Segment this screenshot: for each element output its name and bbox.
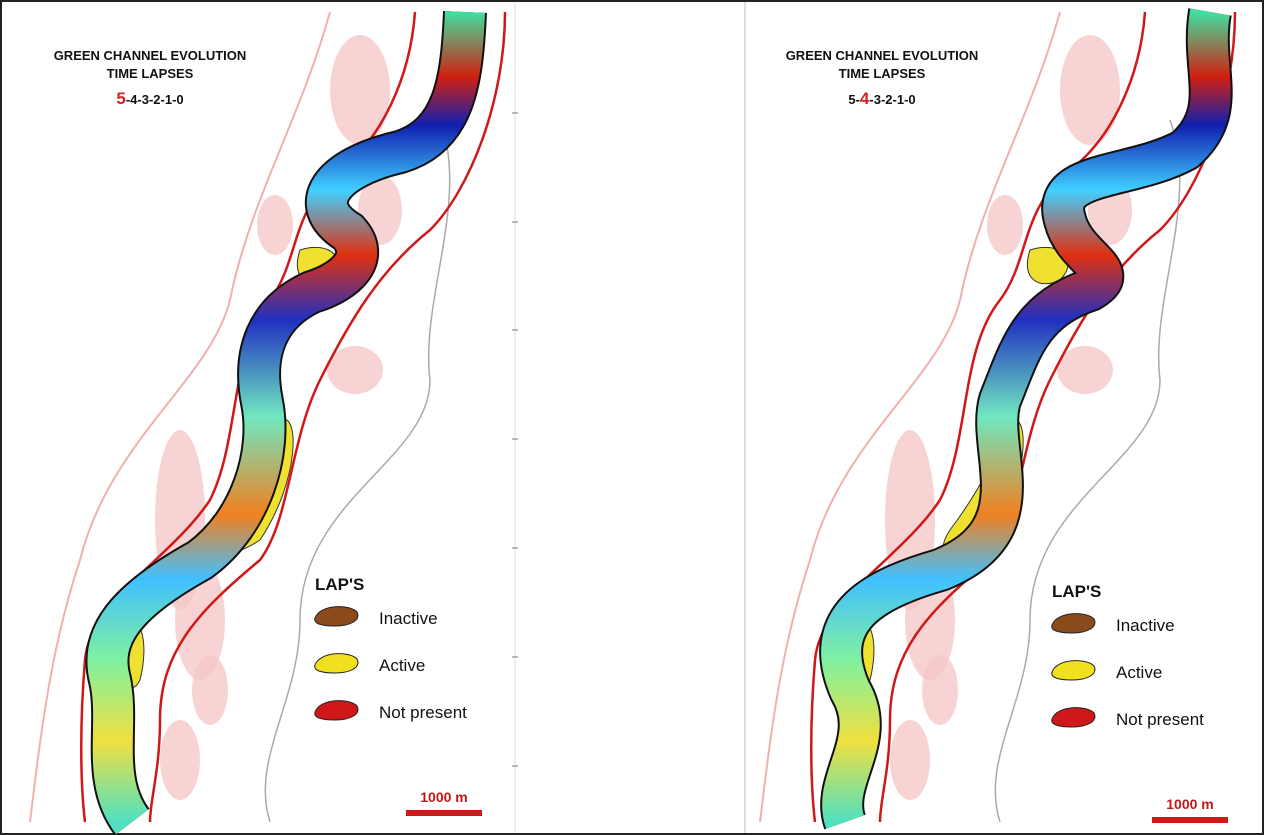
sequence-step: -4-3-2-1-0: [126, 92, 184, 107]
old-channel: [264, 119, 451, 823]
sequence: 5-4-3-2-1-0: [848, 89, 915, 108]
old-channel: [994, 119, 1181, 823]
scale-label: 1000 m: [420, 789, 467, 805]
legend-label: Not present: [1116, 710, 1204, 729]
bar-deposit: [257, 195, 293, 255]
channel: [87, 11, 485, 835]
sequence-step: 5-: [848, 92, 860, 107]
panel: GREEN CHANNEL EVOLUTION TIME LAPSES 5-4-3-…: [29, 11, 507, 835]
scale-bar: [406, 810, 482, 816]
legend-swatch: [1051, 660, 1096, 681]
belt-edge: [810, 11, 1147, 823]
legend-swatch: [1051, 707, 1096, 728]
legend-swatch: [314, 606, 359, 627]
sequence-step: 5: [116, 89, 125, 108]
panel: GREEN CHANNEL EVOLUTION TIME LAPSES 5-4-3-…: [759, 8, 1237, 830]
bar-deposit: [330, 35, 390, 145]
bar-deposit: [192, 655, 228, 725]
legend-swatch: [314, 653, 359, 674]
sequence-step: 4: [860, 89, 870, 108]
map: [759, 8, 1237, 830]
legend-label: Active: [379, 656, 425, 675]
sequence-step: -3-2-1-0: [869, 92, 915, 107]
bar-deposit: [1060, 35, 1120, 145]
old-channel: [759, 11, 1061, 823]
legend-label: Inactive: [1116, 616, 1175, 635]
sequence: 5-4-3-2-1-0: [116, 89, 183, 108]
channel: [821, 8, 1231, 829]
scale-bar: [1152, 817, 1228, 823]
bar-deposit: [987, 195, 1023, 255]
title: GREEN CHANNEL EVOLUTION: [786, 48, 979, 63]
legend-swatch: [1051, 613, 1096, 634]
belt-edge: [148, 11, 507, 823]
map: [29, 11, 507, 835]
subtitle: TIME LAPSES: [107, 66, 194, 81]
legend-label: Active: [1116, 663, 1162, 682]
bar-deposit: [327, 346, 383, 394]
belt-edge: [878, 11, 1237, 823]
bar-deposit: [922, 655, 958, 725]
legend-label: Not present: [379, 703, 467, 722]
legend-label: Inactive: [379, 609, 438, 628]
bar-deposit: [1057, 346, 1113, 394]
bar-deposit: [160, 720, 200, 800]
legend-title: LAP'S: [315, 575, 364, 594]
old-channel: [29, 11, 331, 823]
subtitle: TIME LAPSES: [839, 66, 926, 81]
legend-title: LAP'S: [1052, 582, 1101, 601]
scale-label: 1000 m: [1166, 796, 1213, 812]
legend-swatch: [314, 700, 359, 721]
bar-deposit: [890, 720, 930, 800]
axis-ticks: [512, 112, 518, 767]
title: GREEN CHANNEL EVOLUTION: [54, 48, 247, 63]
